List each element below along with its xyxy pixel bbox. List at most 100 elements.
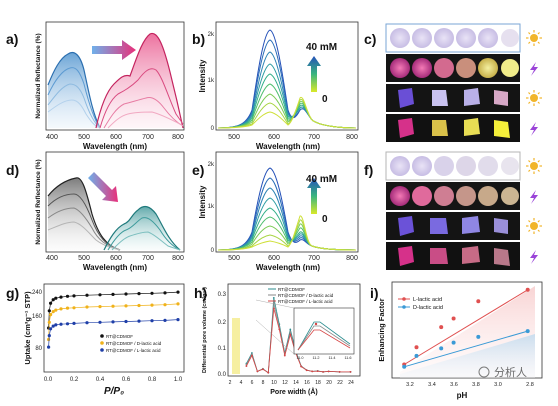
panel-g-point — [47, 337, 51, 342]
panel-i-fit-line — [404, 330, 528, 368]
panel-a-blue-curve-3 — [47, 83, 101, 129]
panel-e-x-tick: 800 — [346, 255, 358, 262]
panel-h-point — [316, 370, 319, 372]
panel-g-legend-marker — [100, 334, 104, 338]
panel-g: g) 80 160 240 0.0 0.2 0.4 0.6 0.8 1.0 RT… — [6, 283, 185, 397]
panel-e-frame — [215, 151, 359, 253]
panel-h-legend: RT@CDMOF RT@CDMOF / D-lactic acid RT@CDM… — [268, 287, 334, 304]
panel-h-point — [338, 371, 341, 373]
panel-f-row1-disks — [390, 156, 519, 176]
panel-a-x-label: Wavelength (nm) — [83, 142, 147, 151]
panel-h-x-tick: 6 — [251, 380, 254, 386]
panel-c-row1-disks — [390, 28, 519, 48]
panel-a-x-ticks: 400 500 600 700 800 — [46, 134, 184, 141]
panel-g-point — [111, 304, 115, 308]
panel-h-x-label: Pore width (Å) — [270, 387, 317, 396]
panel-i-x-tick: 2.8 — [526, 382, 534, 388]
panel-i-x-tick: 3.6 — [450, 382, 458, 388]
panel-c-disk-glow — [412, 58, 432, 78]
panel-h-highlight — [232, 318, 240, 374]
panel-b-y-tick: 0 — [211, 126, 215, 132]
panel-g-x-tick: 1.0 — [174, 377, 183, 383]
panel-d-transition-arrow — [88, 172, 118, 202]
panel-i-x-tick: 3.4 — [428, 382, 436, 388]
panel-g-point — [85, 305, 89, 309]
panel-g-point — [176, 290, 180, 294]
panel-g-point — [49, 327, 53, 331]
panel-f-disk — [478, 156, 498, 176]
panel-b-y-tick: 2k — [208, 32, 215, 38]
panel-c-disk — [456, 28, 476, 48]
panel-g-legend-item: RT@CDMOF — [106, 334, 133, 339]
panel-g-legend-item: RT@CDMOF / L-lactic acid — [106, 348, 161, 353]
panel-c-disk-glow — [434, 58, 454, 78]
panel-i-point — [476, 299, 481, 304]
watermark-logo-icon — [478, 366, 490, 378]
panel-a-x-tick: 400 — [46, 134, 58, 141]
panel-g-point — [163, 318, 167, 322]
panel-a-pink-curve-4 — [107, 111, 184, 129]
panel-b-curves — [217, 29, 357, 129]
panel-h-inset-x-tick: 11.4 — [328, 356, 335, 360]
panel-h-point — [289, 328, 292, 331]
panel-e-y-tick: 1k — [208, 204, 215, 210]
panel-f-crystal-glow — [430, 248, 448, 264]
panel-g-series — [47, 290, 180, 349]
uv-lightning-icon — [530, 122, 538, 136]
panel-h-point — [272, 307, 275, 310]
panel-g-x-tick: 0.4 — [96, 377, 105, 383]
panel-c-disk — [501, 29, 519, 47]
panel-f-disk — [412, 156, 432, 176]
panel-f-disk-glow — [434, 186, 454, 206]
panel-g-point — [51, 324, 55, 328]
panel-f-crystal-glow — [398, 246, 414, 266]
panel-h-legend-item: RT@CDMOF — [278, 287, 305, 292]
panel-g-point — [111, 320, 115, 324]
panel-g-point — [49, 313, 53, 317]
panel-g-point — [124, 292, 128, 296]
panel-f-crystal — [430, 218, 448, 234]
panel-g-point — [176, 302, 180, 306]
panel-c-crystal — [494, 90, 508, 106]
panel-d-gray-curve-1 — [47, 177, 121, 251]
panel-h-point — [262, 368, 264, 371]
panel-h: h) 0.0 0.1 0.2 0.3 2 4 6 8 10 12 14 16 1… — [194, 283, 361, 396]
panel-c-crystal-glow — [464, 118, 480, 136]
panel-g-legend-item: RT@CDMOF / D-lactic acid — [106, 341, 162, 346]
panel-h-point — [256, 370, 259, 373]
panel-b-y-ticks: 0 1k 2k — [208, 32, 215, 132]
panel-i-point — [451, 316, 456, 321]
panel-g-series-line — [48, 303, 179, 340]
uv-lightning-icon — [530, 250, 538, 264]
panel-h-inset-x-tick: 11.6 — [344, 356, 351, 360]
panel-h-point — [278, 328, 281, 331]
panel-d-teal-curve-2 — [107, 217, 181, 251]
panel-c-crystal-glow — [432, 120, 448, 136]
panel-f-crystal — [494, 218, 508, 234]
panel-h-y-tick: 0.0 — [218, 372, 227, 378]
panel-b-frame — [215, 21, 359, 131]
panel-f-row4-crystals — [398, 246, 510, 266]
panel-g-point — [124, 304, 128, 308]
panel-e-x-tick: 500 — [228, 255, 240, 262]
panel-g-point — [59, 295, 63, 299]
panel-d-x-tick: 700 — [142, 255, 154, 262]
panel-h-point — [300, 365, 303, 368]
panel-h-inset-x-tick: 11.2 — [312, 356, 319, 360]
panel-g-point — [163, 291, 167, 295]
panel-b-conc-bottom: 0 — [322, 94, 328, 105]
panel-b-conc-arrow — [307, 56, 321, 92]
panel-i-point — [525, 329, 530, 334]
panel-d-gray-fill — [48, 177, 120, 250]
panel-h-point — [327, 370, 330, 373]
panel-a-x-tick: 600 — [110, 134, 122, 141]
panel-i-x-tick: 3.0 — [494, 382, 502, 388]
panel-i-point — [414, 353, 419, 358]
panel-b-x-tick: 600 — [268, 134, 280, 141]
panel-h-point — [322, 371, 324, 373]
panel-g-point — [137, 303, 141, 308]
panel-i-point — [451, 340, 456, 345]
panel-i-fit-line — [403, 289, 528, 365]
panel-a-x-tick: 800 — [172, 134, 184, 141]
panel-h-inset-x-tick: 11.0 — [296, 356, 303, 360]
